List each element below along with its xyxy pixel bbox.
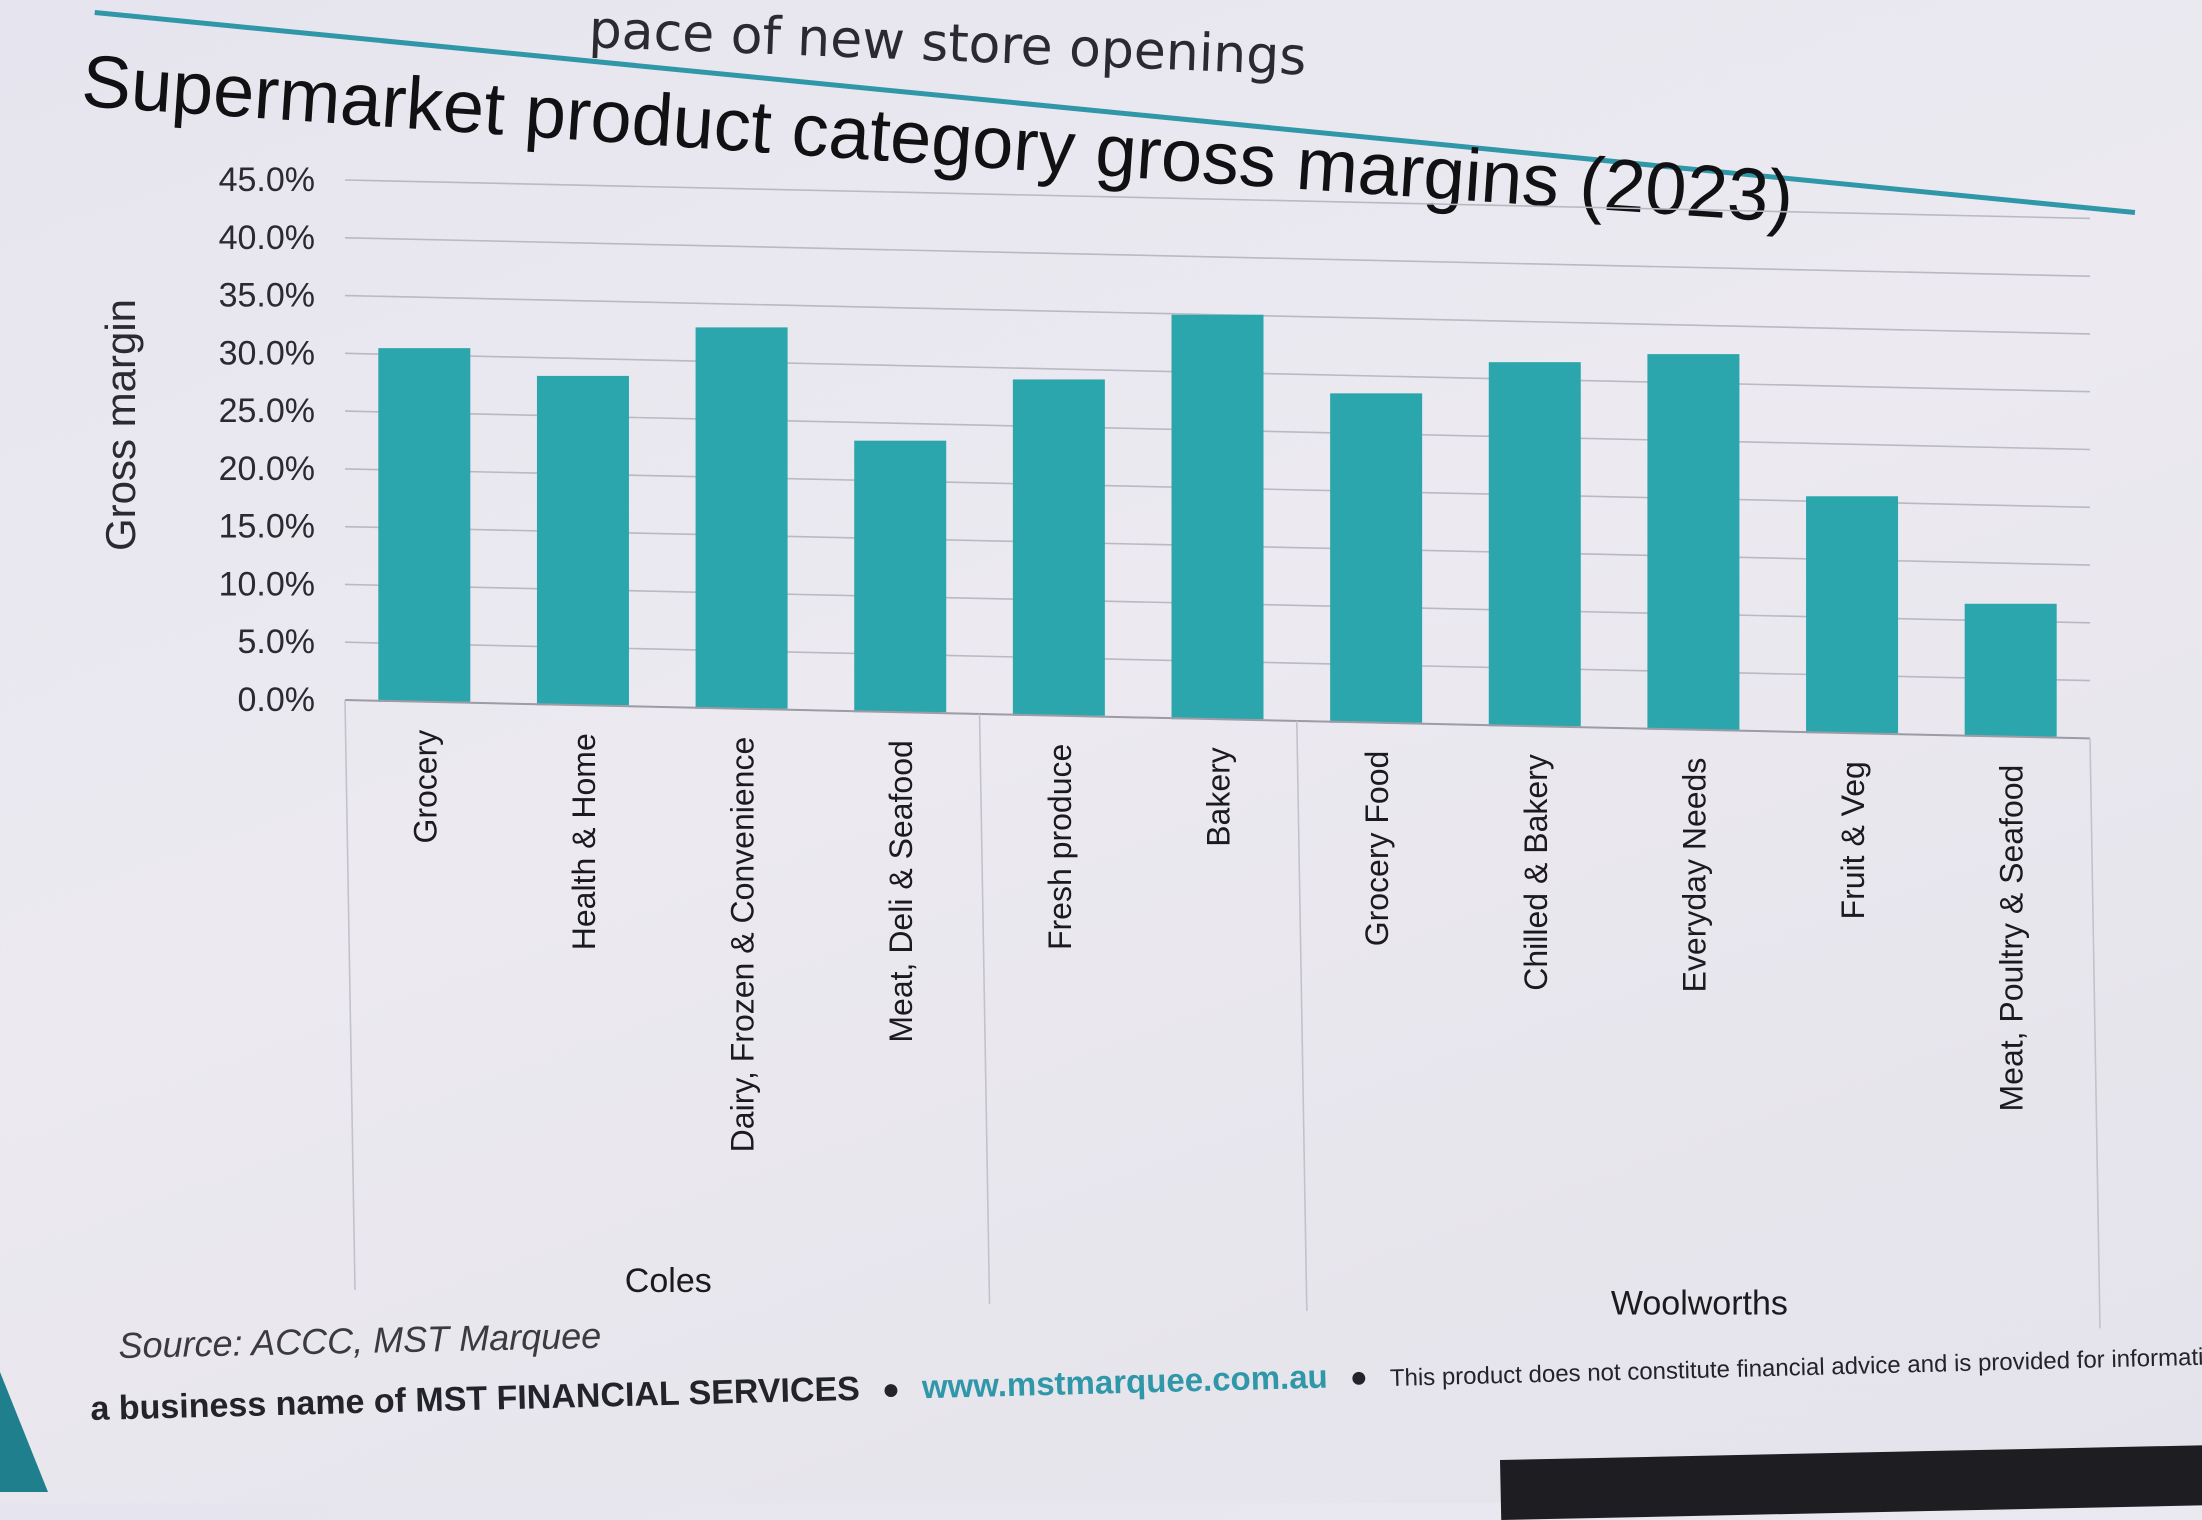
footer-separator-dot: ● <box>1349 1360 1369 1395</box>
y-tick-label: 10.0% <box>219 565 315 603</box>
bar-3 <box>854 440 947 713</box>
group-separator <box>978 713 991 1304</box>
group-label: Coles <box>625 1262 712 1300</box>
y-tick-label: 40.0% <box>219 219 315 257</box>
bar-2 <box>695 327 788 709</box>
y-tick-label: 25.0% <box>219 392 315 430</box>
y-tick-label: 0.0% <box>238 681 316 719</box>
y-axis-label: Gross margin <box>97 299 144 551</box>
group-separator <box>2089 738 2101 1329</box>
bar-4 <box>1012 379 1105 716</box>
x-tick-label: Grocery Food <box>1359 751 1395 947</box>
corner-accent-shape <box>0 1372 48 1492</box>
x-tick-label: Fresh produce <box>1042 744 1078 950</box>
x-axis-baseline <box>344 699 2091 740</box>
group-separator <box>344 699 356 1291</box>
y-tick-label: 15.0% <box>219 508 315 546</box>
x-tick-label: Grocery <box>407 730 443 844</box>
y-tick-label: 5.0% <box>238 623 316 661</box>
y-tick-label: 30.0% <box>219 334 315 372</box>
bar-9 <box>1806 496 1899 734</box>
group-label: Woolworths <box>1611 1285 1788 1323</box>
y-tick-label: 20.0% <box>219 450 315 488</box>
x-tick-label: Health & Home <box>566 733 602 950</box>
footer-separator-dot: ● <box>881 1372 901 1407</box>
x-tick-label: Fruit & Veg <box>1835 761 1871 919</box>
x-tick-label: Dairy, Frozen & Convenience <box>725 737 761 1153</box>
y-tick-label: 45.0% <box>219 161 315 199</box>
bar-7 <box>1488 362 1581 727</box>
bar-8 <box>1647 354 1740 730</box>
x-tick-label: Chilled & Bakery <box>1518 754 1554 991</box>
x-tick-label: Meat, Poultry & Seafood <box>1994 765 2030 1112</box>
bar-1 <box>536 375 629 706</box>
x-tick-label: Bakery <box>1201 747 1237 847</box>
plot-area: 0.0% 5.0% 10.0% 15.0% 20.0% 25.0% 30.0% 35.0% 40… <box>97 161 2101 1329</box>
bar-5 <box>1171 314 1264 720</box>
gridline <box>344 179 2091 220</box>
x-tick-label: Everyday Needs <box>1676 758 1712 993</box>
bar-0 <box>378 348 471 702</box>
bar-6 <box>1330 393 1423 723</box>
y-tick-label: 35.0% <box>219 277 315 315</box>
bar-10 <box>1964 603 2057 737</box>
gridline <box>344 236 2091 277</box>
group-separator <box>1296 720 1308 1311</box>
x-tick-label: Meat, Deli & Seafood <box>883 740 919 1042</box>
